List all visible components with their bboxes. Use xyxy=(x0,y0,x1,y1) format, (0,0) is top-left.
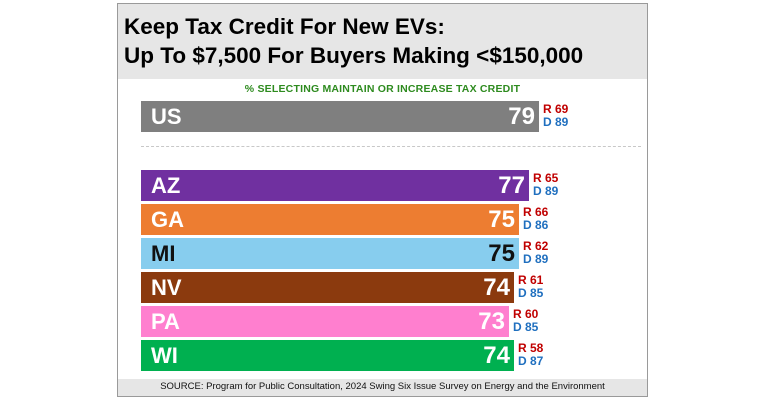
bar-label-az: AZ xyxy=(151,173,181,198)
party-breakdown-ga: R 66 D 86 xyxy=(523,206,548,232)
party-breakdown-wi: R 58 D 87 xyxy=(518,342,543,368)
democrat-label-pa: D 85 xyxy=(513,320,539,334)
us-state-divider xyxy=(141,146,641,147)
democrat-label-az: D 89 xyxy=(533,184,559,198)
bar-label-nv: NV xyxy=(151,275,182,300)
title-band: Keep Tax Credit For New EVs: Up To $7,50… xyxy=(118,4,647,79)
bar-us: US 79 xyxy=(141,101,539,132)
bar-pa: PA 73 xyxy=(141,306,509,337)
republican-label-ga: R 66 xyxy=(523,205,549,219)
bar-label-wi: WI xyxy=(151,343,178,368)
republican-label-mi: R 62 xyxy=(523,239,549,253)
democrat-label-ga: D 86 xyxy=(523,218,549,232)
republican-label-az: R 65 xyxy=(533,171,559,185)
chart-title-line-2: Up To $7,500 For Buyers Making <$150,000 xyxy=(124,43,584,68)
republican-label-us: R 69 xyxy=(543,102,569,116)
democrat-label-wi: D 87 xyxy=(518,354,544,368)
bar-wi: WI 74 xyxy=(141,340,514,371)
bar-label-ga: GA xyxy=(151,207,184,232)
democrat-label-mi: D 89 xyxy=(523,252,549,266)
chart-subtitle: % SELECTING MAINTAIN OR INCREASE TAX CRE… xyxy=(244,83,521,95)
source-band: SOURCE: Program for Public Consultation,… xyxy=(118,379,647,396)
chart-title-line-1: Keep Tax Credit For New EVs: xyxy=(124,14,445,39)
bar-value-pa: 73 xyxy=(478,308,505,335)
bar-label-pa: PA xyxy=(151,309,180,334)
bar-value-mi: 75 xyxy=(488,240,515,267)
bar-label-mi: MI xyxy=(151,241,176,266)
bar-value-az: 77 xyxy=(498,172,525,199)
republican-label-pa: R 60 xyxy=(513,307,539,321)
democrat-label-us: D 89 xyxy=(543,115,569,129)
party-breakdown-mi: R 62 D 89 xyxy=(523,240,548,266)
bar-label-us: US xyxy=(151,104,182,129)
bar-value-nv: 74 xyxy=(483,274,510,301)
chart-frame: Keep Tax Credit For New EVs: Up To $7,50… xyxy=(117,3,648,397)
bar-mi: MI 75 xyxy=(141,238,519,269)
party-breakdown-nv: R 61 D 85 xyxy=(518,274,543,300)
bar-value-wi: 74 xyxy=(483,342,510,369)
republican-label-wi: R 58 xyxy=(518,341,544,355)
source-note: SOURCE: Program for Public Consultation,… xyxy=(160,381,605,392)
party-breakdown-az: R 65 D 89 xyxy=(533,172,558,198)
bar-nv: NV 74 xyxy=(141,272,514,303)
bar-value-us: 79 xyxy=(508,103,535,130)
democrat-label-nv: D 85 xyxy=(518,286,544,300)
party-breakdown-us: R 69 D 89 xyxy=(543,103,568,129)
party-breakdown-pa: R 60 D 85 xyxy=(513,308,538,334)
bar-ga: GA 75 xyxy=(141,204,519,235)
republican-label-nv: R 61 xyxy=(518,273,544,287)
bar-az: AZ 77 xyxy=(141,170,529,201)
bar-value-ga: 75 xyxy=(488,206,515,233)
